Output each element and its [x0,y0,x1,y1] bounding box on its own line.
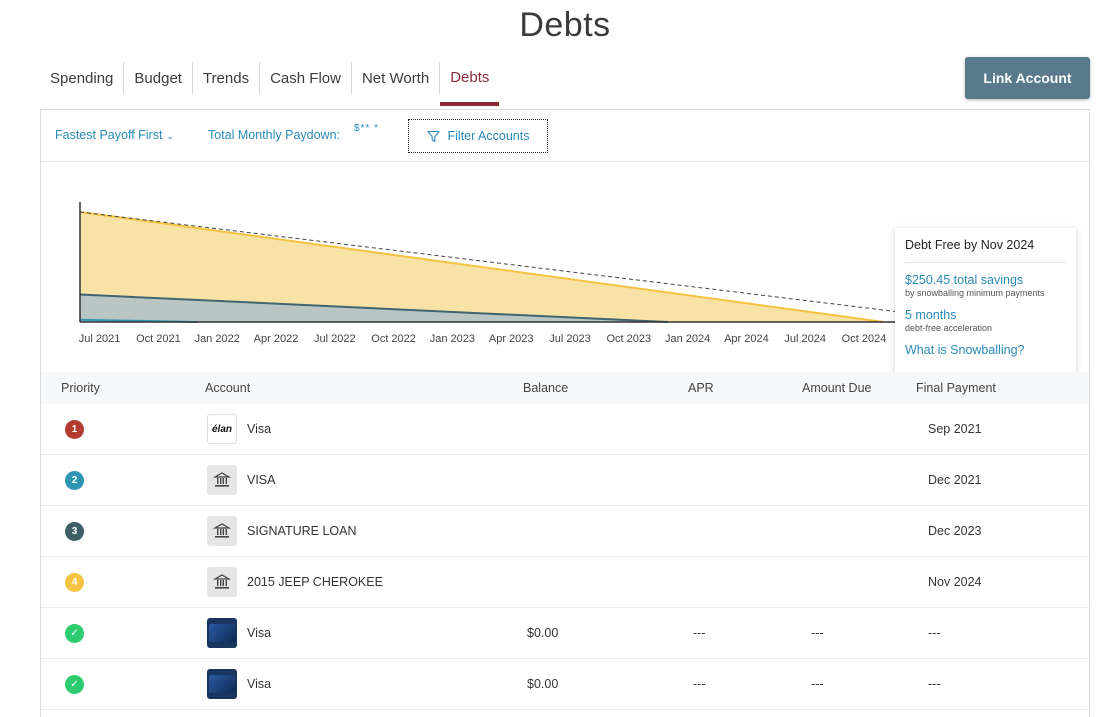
x-tick-label: Oct 2024 [842,333,887,345]
toolbar: Fastest Payoff First ⌄ Total Monthly Payd… [41,110,1089,162]
final-payment-value: Dec 2021 [928,473,982,487]
th-apr[interactable]: APR [688,381,714,395]
bank-icon [207,567,237,597]
table-row[interactable]: 3 SIGNATURE LOAN Dec 2023 [41,506,1089,557]
minimum-payment-line [79,211,982,323]
x-tick-label: Jul 2022 [314,333,356,345]
debt-line-1 [79,211,884,323]
amount-due-value: --- [811,677,824,691]
final-payment-value: --- [928,626,941,640]
tab-bar: Spending Budget Trends Cash Flow Net Wor… [40,62,500,106]
total-savings: $250.45 total savings [905,273,1024,287]
table-row[interactable]: 1 élan Visa Sep 2021 [41,404,1089,455]
filter-icon [426,130,440,142]
tab-budget[interactable]: Budget [124,62,193,94]
th-balance[interactable]: Balance [523,381,569,395]
amount-due-value: --- [811,626,824,640]
th-account[interactable]: Account [205,381,251,395]
x-tick-label: Oct 2023 [606,333,651,345]
final-payment-value: Sep 2021 [928,422,982,436]
acceleration-note: debt-free acceleration [905,323,993,333]
what-is-snowballing-link[interactable]: What is Snowballing? [905,343,1025,357]
account-name: SIGNATURE LOAN [247,524,357,538]
debt-free-title: Debt Free by Nov 2024 [905,238,1066,263]
debt-line-2 [79,293,669,323]
paid-off-check-icon: ✓ [65,675,84,694]
final-payment-value: --- [928,677,941,691]
priority-badge: 1 [65,420,84,439]
tab-spending[interactable]: Spending [40,62,125,94]
account-name: VISA [247,473,276,487]
priority-badge: 2 [65,471,84,490]
x-tick-label: Apr 2023 [489,333,534,345]
account-name: 2015 JEEP CHEROKEE [247,575,383,589]
x-tick-label: Jul 2024 [784,333,826,345]
bank-icon [207,465,237,495]
account-name: Visa [247,677,272,691]
monthly-paydown-value[interactable]: $** * [354,123,380,134]
total-savings-note: by snowballing minimum payments [905,288,1045,298]
balance-value: $0.00 [527,626,559,640]
x-tick-label: Jan 2024 [665,333,710,345]
priority-badge: 4 [65,573,84,592]
payoff-chart: Jul 2021 Oct 2021 Jan 2022 Apr 2022 Jul 2022… [41,162,1089,376]
th-final-payment[interactable]: Final Payment [916,381,996,395]
final-payment-value: Nov 2024 [928,575,982,589]
payoff-strategy-label: Fastest Payoff First [55,128,163,142]
x-tick-label: Apr 2022 [254,333,299,345]
payoff-strategy-dropdown[interactable]: Fastest Payoff First ⌄ [55,128,174,142]
tab-trends[interactable]: Trends [193,62,261,94]
final-payment-value: Dec 2023 [928,524,982,538]
x-tick-label: Jul 2021 [79,333,121,345]
x-tick-label: Oct 2022 [371,333,416,345]
tab-debts[interactable]: Debts [440,62,500,106]
tab-cash-flow[interactable]: Cash Flow [260,62,352,94]
filter-accounts-button[interactable]: Filter Accounts [408,119,548,153]
account-name: Visa [247,626,272,640]
link-account-button[interactable]: Link Account [965,57,1090,99]
x-tick-label: Apr 2024 [724,333,769,345]
payoff-chart-svg: Jul 2021 Oct 2021 Jan 2022 Apr 2022 Jul 2022… [79,202,1004,345]
credit-card-logo [207,618,237,648]
table-row[interactable]: ✓ Visa $0.00 --- --- --- [41,659,1089,710]
table-row[interactable]: ✓ Visa $0.00 --- --- --- [41,608,1089,659]
priority-badge: 3 [65,522,84,541]
table-row[interactable]: 4 2015 JEEP CHEROKEE Nov 2024 [41,557,1089,608]
filter-accounts-label: Filter Accounts [447,129,530,143]
table-header: Priority Account Balance APR Amount Due … [41,372,1089,404]
account-name: Visa [247,422,272,436]
debts-panel: Fastest Payoff First ⌄ Total Monthly Payd… [40,109,1090,717]
elan-logo: élan [207,414,237,444]
credit-card-logo [207,669,237,699]
th-amount-due[interactable]: Amount Due [802,381,872,395]
apr-value: --- [693,626,706,640]
apr-value: --- [693,677,706,691]
x-tick-label: Oct 2021 [136,333,181,345]
tab-net-worth[interactable]: Net Worth [352,62,441,94]
monthly-paydown-label: Total Monthly Paydown: [208,128,341,142]
x-tick-label: Jan 2023 [430,333,475,345]
x-tick-label: Jan 2022 [195,333,240,345]
paid-off-check-icon: ✓ [65,624,84,643]
page-title: Debts [519,6,611,44]
balance-value: $0.00 [527,677,559,691]
chevron-down-icon: ⌄ [166,131,174,141]
bank-icon [207,516,237,546]
x-tick-label: Jul 2023 [549,333,591,345]
debt-free-card: Debt Free by Nov 2024 $250.45 total savi… [895,228,1076,376]
th-priority[interactable]: Priority [61,381,100,395]
acceleration-months: 5 months [905,308,957,322]
table-row[interactable]: 2 VISA Dec 2021 [41,455,1089,506]
